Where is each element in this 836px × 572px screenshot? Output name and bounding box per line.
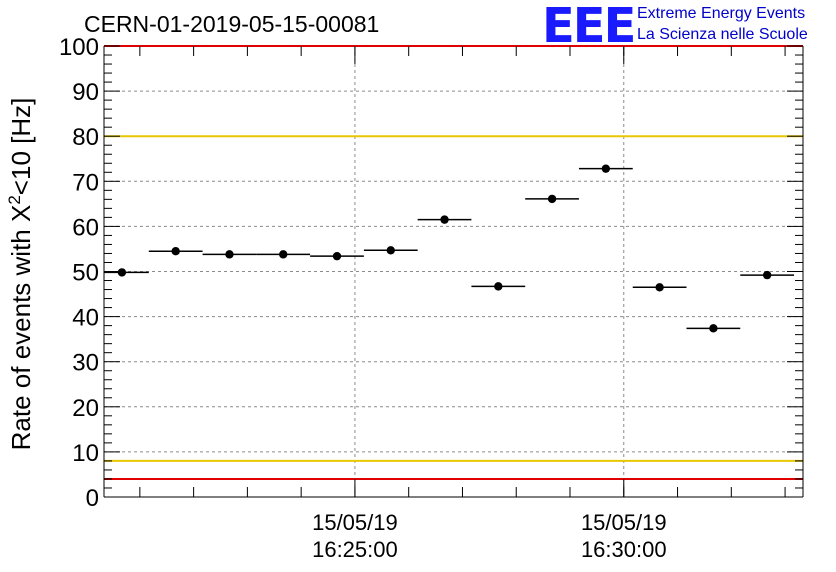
x-tick-time-label: 16:25:00 — [312, 537, 398, 562]
data-points — [104, 164, 795, 333]
y-axis: 0 10 20 30 40 50 60 70 80 90 100 — [59, 34, 803, 512]
grid — [104, 46, 803, 497]
reference-lines — [104, 135, 803, 480]
data-point — [171, 247, 180, 256]
x-tick-time-label: 16:30:00 — [581, 537, 667, 562]
data-point — [225, 250, 234, 259]
y-tick-label: 30 — [72, 350, 99, 377]
chart-title: CERN-01-2019-05-15-00081 — [84, 11, 379, 37]
y-tick-label: 100 — [59, 34, 99, 61]
data-point — [440, 215, 449, 224]
data-point — [655, 283, 664, 292]
y-tick-label: 0 — [86, 485, 99, 512]
y-tick-label: 40 — [72, 305, 99, 332]
data-point — [279, 250, 288, 259]
y-tick-label: 50 — [72, 260, 99, 287]
y-tick-label: 80 — [72, 124, 99, 151]
data-point — [386, 246, 395, 255]
eee-logo: EEE Extreme Energy Events La Scienza nel… — [542, 0, 808, 54]
data-point — [117, 268, 127, 277]
data-point — [762, 270, 772, 280]
x-tick-date-label: 15/05/19 — [312, 510, 398, 535]
y-tick-label: 70 — [72, 169, 99, 196]
eee-logo-line1: Extreme Energy Events — [637, 5, 805, 22]
y-tick-label: 10 — [72, 440, 99, 467]
y-tick-label: 90 — [72, 79, 99, 106]
data-point — [494, 282, 503, 291]
y-tick-label: 60 — [72, 214, 99, 241]
x-tick-date-label: 15/05/19 — [581, 510, 667, 535]
data-point — [709, 324, 718, 333]
eee-logo-line2: La Scienza nelle Scuole — [637, 26, 808, 43]
data-point — [332, 251, 342, 261]
y-tick-label: 20 — [72, 395, 99, 422]
data-point — [547, 194, 557, 204]
y-axis-label: Rate of events with X2<10 [Hz] — [5, 98, 36, 451]
data-point — [601, 164, 611, 173]
